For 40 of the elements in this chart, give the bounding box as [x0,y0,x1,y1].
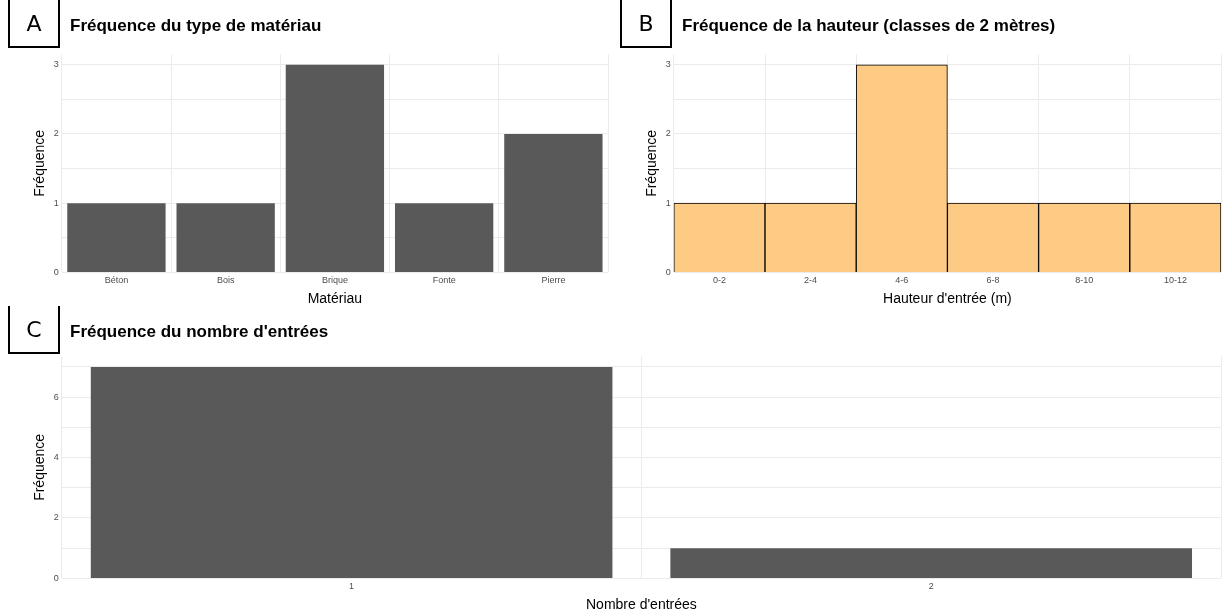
x-tick-label: Pierre [541,275,566,286]
x-tick-label: 6-8 [986,275,1000,286]
y-axis-title: Fréquence [31,129,48,197]
y-tick-label: 2 [665,128,671,139]
y-tick-label: 0 [665,266,671,277]
x-tick-label: 0-2 [712,275,726,286]
text: A [8,0,60,48]
bar [394,203,494,272]
y-tick-label: 1 [665,197,671,208]
x-tick-label: 4-6 [895,275,909,286]
chart-title: Fréquence du nombre d'entrées [70,322,329,343]
y-tick-label: 6 [53,391,59,402]
bar [176,203,275,272]
y-tick-label: 2 [53,128,59,139]
x-tick-label: Fonte [432,275,456,286]
y-tick-label: 3 [53,59,59,70]
x-tick-label: 10-12 [1163,275,1187,286]
bar [504,133,603,272]
x-axis-title: Hauteur d'entrée (m) [883,290,1012,307]
x-axis-title: Matériau [307,290,363,307]
x-tick-label: 8-10 [1075,275,1094,286]
y-tick-label: 4 [53,452,59,463]
bar [285,64,385,272]
x-tick-label: Brique [321,275,348,286]
y-tick-label: 2 [53,512,59,523]
x-tick-label: Bois [216,275,235,286]
y-tick-label: 1 [53,197,59,208]
x-tick-label: Béton [104,275,129,286]
y-tick-label: 0 [53,572,59,583]
chart-title: Fréquence de la hauteur (classes de 2 mètres) [682,16,1056,37]
text: B [620,0,672,48]
chart-title: Fréquence du type de matériau [70,16,322,37]
y-axis-title: Fréquence [643,129,660,197]
text: C [8,306,60,354]
x-axis-title: Nombre d'entrées [585,596,697,613]
bar [67,203,166,272]
y-axis-title: Fréquence [31,433,48,501]
x-tick-label: 2-4 [804,275,818,286]
y-tick-label: 0 [53,266,59,277]
y-tick-label: 3 [665,59,671,70]
